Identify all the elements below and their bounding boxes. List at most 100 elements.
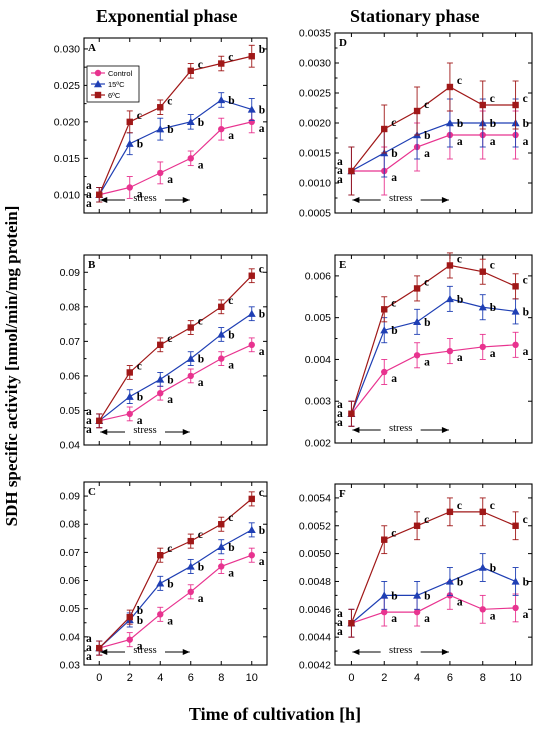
significance-label: b [167,578,173,590]
panel-letter-f: F [339,488,346,500]
data-point [381,125,388,133]
data-point [446,262,454,269]
data-point [126,369,133,376]
y-tick-label: 0.0042 [299,660,331,672]
significance-label: a [337,174,343,186]
significance-label: a [228,130,234,142]
data-point [380,326,389,334]
panel-frame [83,37,268,214]
data-point [187,324,194,331]
data-point [156,375,165,383]
significance-label: a [523,609,529,621]
panel-letter-b: B [88,259,96,271]
data-point [446,83,454,91]
significance-label: b [228,542,234,554]
data-point [187,537,194,545]
data-point [511,577,520,585]
data-point [187,67,194,75]
data-point [511,307,520,315]
data-point [381,306,388,313]
significance-label: a [337,399,343,411]
significance-label: c [523,514,528,526]
legend-label: 15ºC [108,80,125,89]
significance-label: b [391,325,397,337]
data-point [479,508,486,516]
significance-label: b [490,563,496,575]
significance-label: b [523,306,529,318]
data-point [156,579,165,587]
data-point [512,522,519,529]
y-tick-label: 0.0054 [299,492,331,504]
y-tick-label: 0.07 [60,547,81,559]
data-point [445,119,454,127]
significance-label: a [424,148,430,160]
significance-label: c [198,316,203,328]
legend-marker [94,69,102,77]
data-point [187,372,194,380]
significance-label: a [424,356,430,368]
x-tick-label: 8 [480,672,486,684]
data-point [157,611,164,618]
data-point [248,552,255,559]
panel-b: 0.040.050.060.070.080.09Bstressaaaaaaabb… [60,254,268,452]
data-point [381,608,388,616]
data-point [478,303,487,311]
data-point [479,268,486,275]
data-point [248,341,255,349]
x-tick-label: 4 [414,672,420,684]
stress-label: stress [389,423,412,434]
significance-label: c [490,500,495,512]
data-point [247,105,256,113]
significance-label: a [337,408,343,420]
series-line [351,566,516,624]
data-point [247,309,256,317]
series-line [99,344,252,422]
y-tick-label: 0.05 [60,405,81,417]
significance-label: c [391,297,396,309]
series-line [350,511,516,624]
significance-label: c [167,543,172,555]
significance-label: a [167,174,173,186]
series-6c: a c c c c c [337,252,528,429]
significance-label: c [424,276,429,288]
series-line [98,275,253,422]
data-point [413,285,421,292]
panel-letter-a: A [88,42,96,54]
panel-letter-c: C [88,486,96,498]
y-tick-label: 0.0050 [299,548,331,560]
series-6c: a c c c c c [337,62,528,196]
data-point [218,60,225,67]
y-tick-label: 0.04 [60,440,81,452]
data-point [380,591,389,599]
significance-label: a [337,608,343,620]
stress-arrow-right-head [441,649,449,655]
significance-label: a [457,596,463,608]
data-point [413,591,422,599]
data-point [512,101,519,109]
legend-marker [94,80,102,88]
significance-label: a [86,651,92,663]
stress-label-bg [380,422,421,433]
data-point [413,608,421,616]
y-tick-label: 0.05 [60,603,81,615]
series-line [98,529,253,649]
significance-label: c [490,93,495,105]
x-tick-label: 10 [509,672,521,684]
stress-arrow-right-head [182,197,190,203]
y-tick-label: 0.0010 [299,178,331,190]
data-point [413,522,421,529]
data-point [445,294,454,303]
significance-label: a [523,136,529,148]
significance-label: a [137,641,143,653]
data-point [413,352,421,359]
significance-label: c [424,514,429,526]
significance-label: b [457,576,463,588]
series-line [98,313,253,422]
data-point [96,191,103,198]
